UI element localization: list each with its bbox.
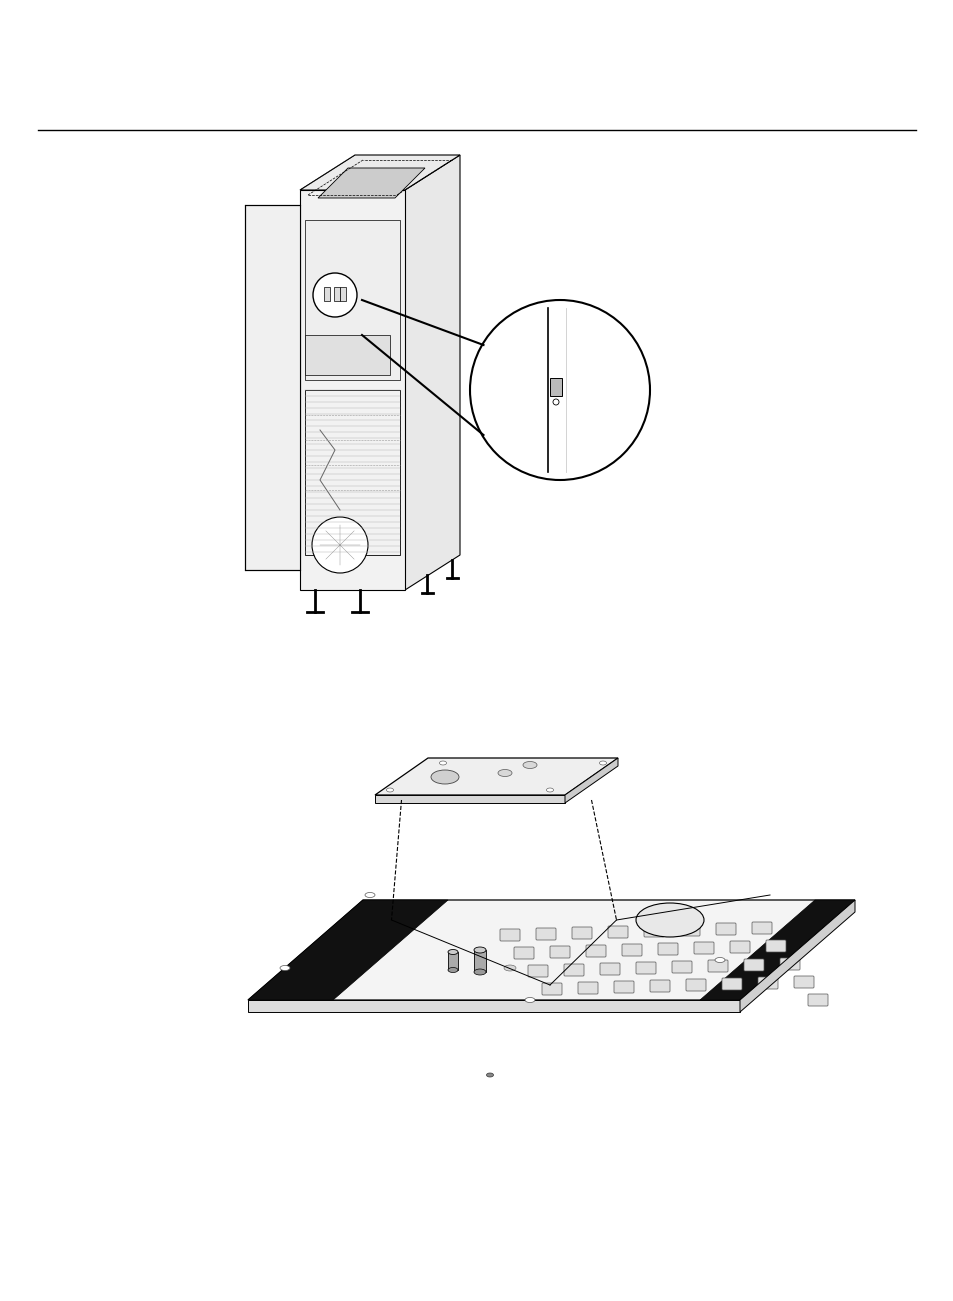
Circle shape (313, 273, 356, 317)
FancyBboxPatch shape (765, 941, 785, 952)
FancyBboxPatch shape (614, 981, 634, 993)
FancyBboxPatch shape (758, 977, 778, 989)
FancyBboxPatch shape (572, 928, 592, 939)
FancyBboxPatch shape (751, 922, 771, 934)
FancyBboxPatch shape (536, 928, 556, 941)
Circle shape (312, 516, 368, 572)
Polygon shape (740, 900, 854, 1012)
FancyBboxPatch shape (679, 924, 700, 935)
Polygon shape (299, 190, 405, 589)
Ellipse shape (431, 770, 458, 785)
FancyBboxPatch shape (621, 945, 641, 956)
FancyBboxPatch shape (671, 961, 691, 973)
Ellipse shape (448, 968, 457, 973)
FancyBboxPatch shape (743, 959, 763, 971)
Polygon shape (248, 1000, 740, 1012)
FancyBboxPatch shape (599, 963, 619, 974)
FancyBboxPatch shape (716, 922, 735, 935)
Polygon shape (405, 155, 459, 589)
FancyBboxPatch shape (685, 978, 705, 991)
Ellipse shape (522, 761, 537, 769)
Bar (550, 379, 561, 396)
Ellipse shape (524, 998, 535, 1003)
Ellipse shape (598, 761, 606, 765)
Polygon shape (448, 952, 457, 971)
Circle shape (553, 399, 558, 405)
FancyBboxPatch shape (578, 982, 598, 994)
FancyBboxPatch shape (649, 980, 669, 991)
Polygon shape (299, 155, 459, 190)
Polygon shape (700, 900, 854, 1000)
Ellipse shape (365, 892, 375, 898)
FancyBboxPatch shape (499, 929, 519, 941)
FancyBboxPatch shape (729, 941, 749, 954)
FancyBboxPatch shape (541, 984, 561, 995)
Bar (334, 288, 339, 301)
Bar (339, 288, 346, 301)
Ellipse shape (636, 903, 703, 937)
FancyBboxPatch shape (658, 943, 678, 955)
Ellipse shape (503, 965, 516, 971)
Bar (305, 220, 399, 380)
Ellipse shape (474, 969, 485, 974)
Ellipse shape (497, 769, 512, 777)
FancyBboxPatch shape (563, 964, 583, 976)
FancyBboxPatch shape (693, 942, 713, 954)
Ellipse shape (448, 950, 457, 955)
FancyBboxPatch shape (550, 946, 569, 958)
Ellipse shape (486, 1073, 493, 1077)
FancyBboxPatch shape (707, 960, 727, 972)
Polygon shape (375, 758, 618, 795)
FancyBboxPatch shape (585, 945, 605, 958)
Polygon shape (245, 206, 299, 570)
FancyBboxPatch shape (643, 925, 663, 937)
Polygon shape (474, 950, 485, 972)
Polygon shape (248, 900, 448, 1000)
Polygon shape (248, 900, 854, 1000)
Ellipse shape (280, 965, 290, 971)
FancyBboxPatch shape (636, 961, 656, 974)
FancyBboxPatch shape (514, 947, 534, 959)
FancyBboxPatch shape (793, 976, 813, 987)
Ellipse shape (474, 947, 485, 954)
Ellipse shape (714, 958, 724, 963)
Polygon shape (375, 795, 564, 803)
Polygon shape (564, 758, 618, 803)
FancyBboxPatch shape (527, 965, 547, 977)
Ellipse shape (439, 761, 446, 765)
Ellipse shape (386, 788, 393, 792)
Ellipse shape (546, 788, 553, 792)
FancyBboxPatch shape (607, 926, 627, 938)
Circle shape (470, 301, 649, 480)
Polygon shape (317, 168, 424, 198)
Bar (324, 288, 330, 301)
Bar (305, 390, 399, 556)
FancyBboxPatch shape (721, 978, 741, 990)
FancyBboxPatch shape (807, 994, 827, 1006)
Bar (305, 334, 390, 375)
FancyBboxPatch shape (780, 958, 800, 971)
